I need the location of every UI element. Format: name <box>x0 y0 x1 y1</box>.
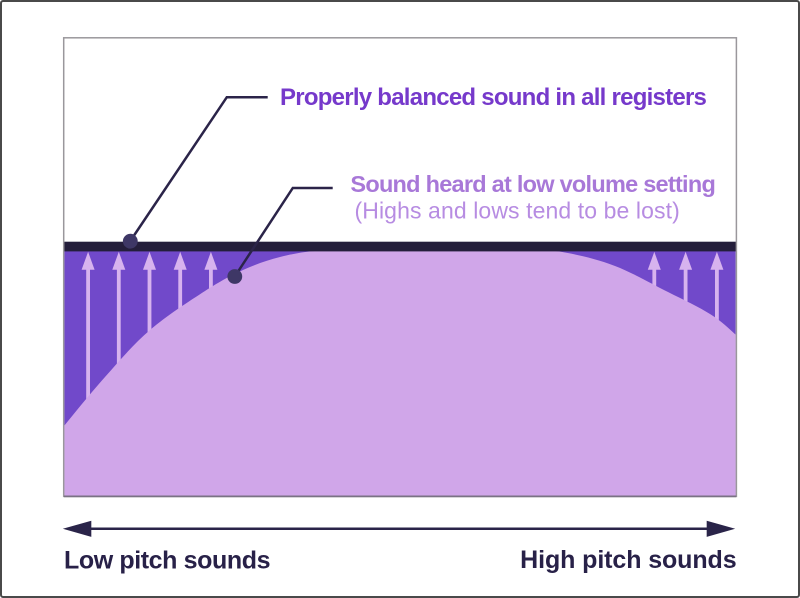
svg-text:Low pitch sounds: Low pitch sounds <box>64 547 270 575</box>
svg-text:Properly balanced sound in all: Properly balanced sound in all registers <box>280 84 707 111</box>
svg-text:(Highs and lows tend to be los: (Highs and lows tend to be lost) <box>355 197 680 223</box>
svg-text:Sound heard at low volume sett: Sound heard at low volume setting <box>350 171 715 197</box>
svg-text:High pitch sounds: High pitch sounds <box>520 546 736 574</box>
